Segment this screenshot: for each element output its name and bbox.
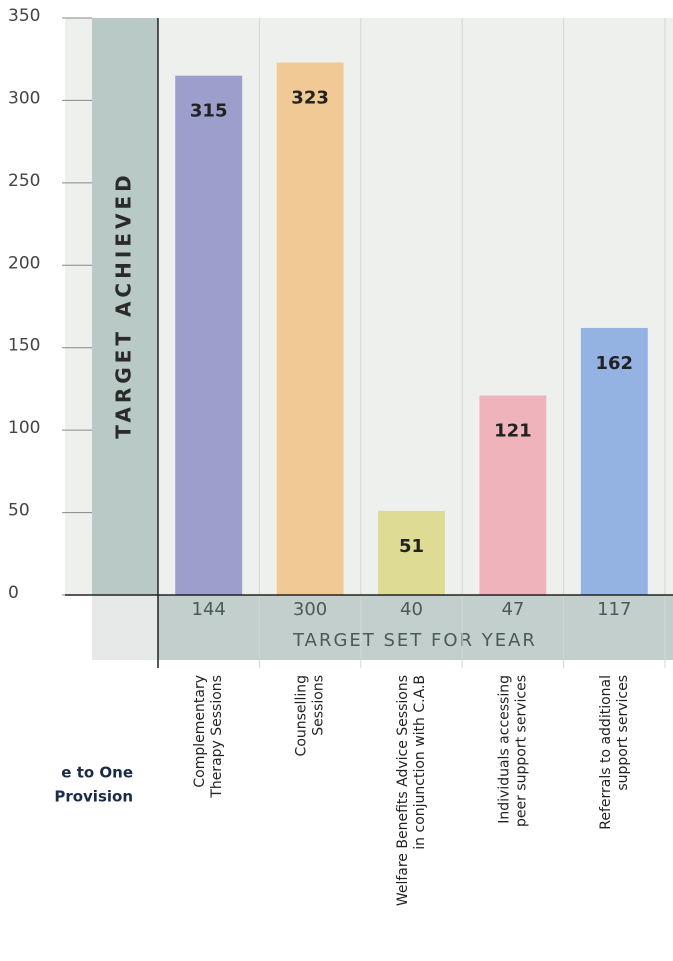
- y-tick-label: 250: [8, 171, 40, 191]
- category-label: Welfare Benefits Advice Sessions: [395, 675, 411, 906]
- plot-background: [65, 18, 673, 595]
- target-label: 117: [597, 599, 631, 620]
- value-label: 121: [494, 421, 532, 442]
- y-axis-label: TARGET ACHIEVED: [112, 171, 136, 438]
- side-note: Provision: [54, 788, 133, 806]
- category-label: Therapy Sessions: [209, 675, 225, 799]
- value-label: 315: [190, 101, 228, 122]
- y-tick-label: 100: [8, 418, 40, 438]
- y-label-band: [92, 18, 158, 595]
- value-label: 51: [399, 536, 424, 557]
- bar: [276, 62, 344, 596]
- category-label: support services: [615, 675, 631, 791]
- category-label: Individuals accessing: [496, 675, 512, 824]
- y-tick-label: 150: [8, 336, 40, 356]
- category-label: Complementary: [192, 675, 208, 788]
- target-label: 40: [400, 599, 423, 620]
- target-band: [158, 595, 673, 660]
- side-note: e to One: [61, 764, 133, 782]
- category-label: Referrals to additional: [598, 675, 614, 830]
- category-label: in conjunction with C.A.B: [412, 675, 428, 850]
- y-tick-label: 300: [8, 88, 40, 108]
- category-label: Sessions: [311, 675, 327, 736]
- bar: [175, 75, 243, 595]
- category-label: peer support services: [513, 675, 529, 827]
- x-axis-label: TARGET SET FOR YEAR: [292, 630, 537, 651]
- target-label: 144: [192, 599, 226, 620]
- category-label: Counselling: [294, 675, 310, 756]
- value-label: 323: [291, 88, 329, 109]
- y-tick-label: 350: [8, 6, 40, 26]
- y-tick-label: 50: [8, 501, 30, 521]
- bar: [378, 510, 445, 595]
- target-label: 47: [501, 599, 524, 620]
- value-label: 162: [596, 353, 634, 374]
- target-label: 300: [293, 599, 327, 620]
- bar: [479, 395, 547, 595]
- y-tick-label: 200: [8, 253, 40, 273]
- y-tick-label: 0: [8, 583, 19, 603]
- bar: [580, 327, 648, 595]
